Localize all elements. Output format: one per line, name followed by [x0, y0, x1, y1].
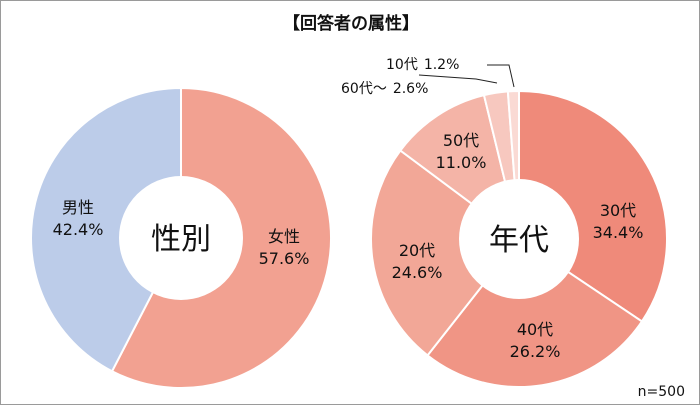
slice-value: 57.6%	[259, 249, 310, 268]
slice-value: 24.6%	[392, 263, 443, 282]
slice-男性	[30, 86, 182, 373]
slice-value: 42.4%	[53, 220, 104, 239]
chart-title: 【回答者の属性】	[283, 14, 419, 34]
callout-60s: 60代～ 2.6%	[341, 81, 428, 97]
slice-label: 男性	[62, 198, 94, 217]
slice-40代	[426, 237, 644, 388]
slice-label: 20代	[399, 241, 435, 260]
callout-60s-category: 60代～	[341, 81, 387, 97]
slice-value: 34.4%	[593, 223, 644, 242]
slice-value: 11.0%	[436, 153, 487, 172]
center-label: 年代	[489, 223, 549, 258]
slice-label: 30代	[600, 201, 636, 220]
donut-hole	[119, 176, 243, 300]
sample-size: n=500	[637, 384, 685, 400]
slice-label: 女性	[268, 227, 300, 246]
callout-60s-value: 2.6%	[393, 81, 429, 97]
callout-10s: 10代 1.2%	[386, 57, 459, 73]
slice-value: 26.2%	[510, 342, 561, 361]
slice-30代	[518, 89, 668, 323]
leader-line-10s	[487, 64, 515, 88]
slice-label: 50代	[443, 131, 479, 150]
center-label: 性別	[151, 222, 211, 257]
slice-label: 40代	[517, 320, 553, 339]
callout-10s-category: 10代	[386, 57, 418, 73]
slice-20代	[370, 149, 521, 357]
leader-line-60s	[418, 74, 498, 84]
donut-hole	[459, 179, 579, 299]
callout-10s-value: 1.2%	[424, 57, 460, 73]
